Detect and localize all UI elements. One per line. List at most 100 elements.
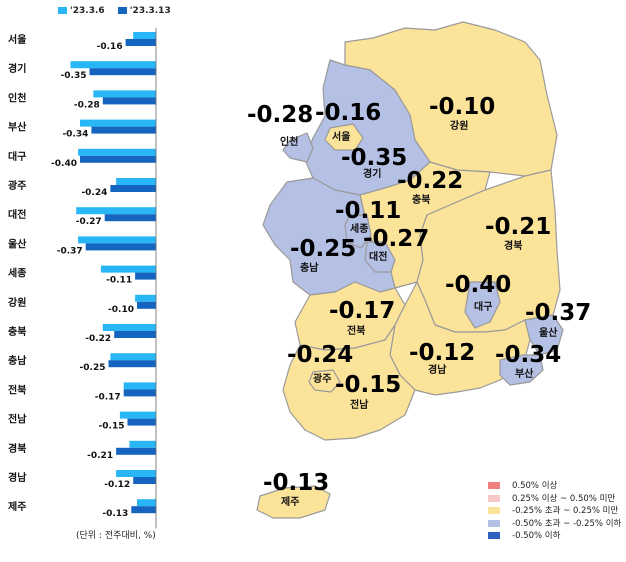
bar-prev (133, 32, 156, 39)
bar-category-label: 경기 (8, 62, 26, 75)
legend-label-prev: '23.3.6 (70, 6, 105, 16)
bar-curr (133, 477, 156, 484)
bar-data-label: -0.11 (106, 276, 132, 286)
name-busan: 부산 (515, 367, 534, 380)
legend-swatch-3 (488, 507, 500, 514)
map-legend: 0.50% 이상 0.25% 이상 ~ 0.50% 미만 -0.25% 초과 ~… (488, 480, 621, 543)
legend-label-5: -0.50% 이하 (512, 531, 561, 541)
bar-prev (137, 499, 156, 507)
value-gyeongnam: -0.12 (409, 340, 475, 366)
value-gwangju: -0.24 (287, 342, 353, 368)
legend-swatch-prev (58, 7, 67, 14)
legend-swatch-4 (488, 519, 500, 527)
bar-curr (104, 214, 156, 222)
region-busan (499, 354, 544, 386)
bar-curr (110, 185, 156, 192)
name-chungbuk: 충북 (412, 193, 430, 206)
bar-data-label: -0.21 (87, 451, 113, 461)
value-sejong: -0.11 (335, 198, 401, 224)
region-jeonnam (282, 324, 416, 441)
bar-data-label: -0.12 (104, 480, 130, 490)
value-gyeonggi: -0.35 (341, 145, 407, 171)
value-chungbuk: -0.22 (397, 168, 463, 194)
bar-data-label: -0.10 (108, 305, 134, 315)
bar-data-label: -0.16 (97, 42, 123, 52)
name-gwangju: 광주 (313, 373, 331, 385)
bar-category-label: 서울 (8, 33, 26, 46)
bar-curr (135, 272, 156, 280)
bar-prev (76, 207, 156, 215)
legend-label-4: -0.50% 초과 ~ -0.25% 이하 (512, 518, 622, 529)
legend-row-5: -0.50% 이하 (488, 530, 621, 543)
value-jeonnam: -0.15 (335, 372, 401, 398)
bar-data-label: -0.40 (51, 159, 77, 169)
bar-data-label: -0.13 (102, 509, 128, 519)
bar-prev (78, 148, 156, 156)
name-gyeongnam: 경남 (428, 363, 447, 376)
bar-data-label: -0.17 (95, 392, 121, 402)
value-jeju: -0.13 (263, 470, 329, 496)
bar-category-label: 인천 (8, 91, 26, 104)
bar-category-label: 제주 (8, 500, 26, 513)
legend-row-1: 0.50% 이상 (488, 480, 621, 493)
bar-prev (135, 294, 156, 302)
bar-data-label: -0.35 (61, 71, 87, 81)
legend-label-1: 0.50% 이상 (512, 481, 558, 491)
bar-curr (131, 506, 156, 514)
name-jeju: 제주 (281, 495, 299, 508)
bar-curr (89, 68, 156, 76)
name-daegu: 대구 (474, 300, 492, 313)
name-ulsan: 울산 (539, 326, 558, 339)
legend-label-curr: '23.3.13 (129, 6, 171, 16)
bar-data-label: -0.24 (81, 188, 107, 198)
bar-category-label: 대전 (8, 208, 26, 221)
bar-category-label: 충북 (8, 325, 26, 338)
bar-prev (123, 382, 156, 390)
bar-category-label: 강원 (8, 296, 26, 309)
bar-curr (91, 126, 156, 134)
bar-curr (127, 418, 156, 426)
value-chungnam: -0.25 (290, 236, 356, 262)
legend-swatch-curr (117, 7, 127, 14)
region-ulsan (524, 314, 564, 356)
value-busan: -0.34 (495, 342, 561, 368)
region-incheon (282, 132, 314, 163)
bar-data-label: -0.22 (85, 334, 111, 344)
bar-category-label: 충남 (8, 354, 27, 367)
bar-category-label: 세종 (8, 267, 26, 280)
bar-prev (80, 119, 156, 127)
bar-prev (116, 178, 156, 185)
bar-data-label: -0.15 (99, 422, 125, 432)
bar-curr (114, 331, 156, 338)
name-gangwon: 강원 (450, 119, 468, 132)
bar-category-label: 울산 (8, 237, 27, 250)
korea-map: -0.28 -0.16 -0.35 -0.10 -0.22 -0.11 -0.2… (247, 21, 591, 519)
bar-prev (110, 353, 156, 361)
value-gangwon: -0.10 (429, 94, 495, 120)
name-incheon: 인천 (280, 135, 298, 148)
region-seoul (324, 123, 364, 151)
bar-curr (123, 389, 156, 397)
region-jeju (256, 485, 331, 519)
legend-swatch-2 (488, 494, 500, 502)
legend-row-4: -0.50% 초과 ~ -0.25% 이하 (488, 518, 621, 531)
bar-data-label: -0.28 (74, 100, 100, 110)
region-bar-chart: 서울 -0.16 경기 -0.35 인천 -0.28 부산 -0.34 대구 -0.40 광주 -0.… (8, 28, 157, 529)
value-ulsan: -0.37 (525, 300, 591, 326)
bar-legend-item-curr: '23.3.13 (117, 6, 171, 16)
bar-data-label: -0.34 (62, 130, 88, 140)
region-gwangju (308, 369, 341, 393)
value-seoul: -0.16 (315, 100, 381, 126)
bar-category-label: 대구 (8, 150, 26, 163)
bar-data-label: -0.27 (76, 217, 102, 227)
bar-data-label: -0.37 (57, 246, 83, 256)
bar-prev (78, 236, 156, 244)
bar-category-label: 경남 (8, 471, 27, 484)
bar-legend: '23.3.6 '23.3.13 (58, 6, 181, 16)
bar-prev (116, 470, 156, 477)
bar-category-label: 부산 (8, 121, 27, 134)
legend-row-3: -0.25% 초과 ~ 0.25% 미만 (488, 505, 621, 518)
name-daejeon: 대전 (369, 250, 387, 263)
region-daejeon (364, 241, 396, 273)
bar-curr (108, 360, 156, 368)
